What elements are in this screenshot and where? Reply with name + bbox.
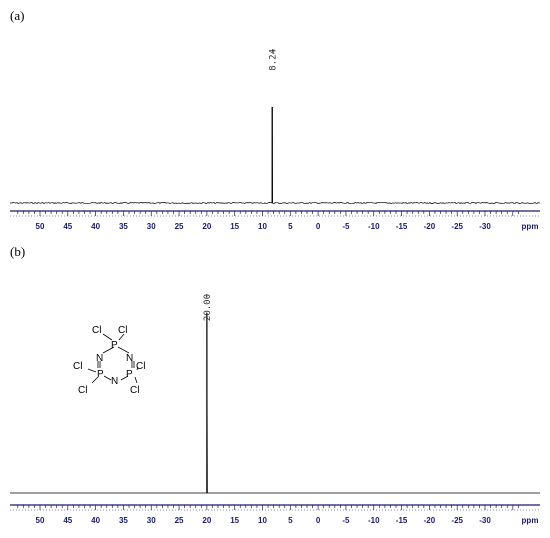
bond-n2-p3: [120, 375, 129, 381]
x-tick-label: 40: [91, 516, 100, 525]
x-tick-label: 45: [63, 222, 72, 231]
bond-p2-n2: [103, 375, 112, 381]
atom-cl3: Cl: [73, 361, 82, 372]
x-tick-label: 25: [175, 222, 184, 231]
x-tick-label: 5: [288, 516, 293, 525]
atom-n2: N: [111, 376, 118, 387]
x-tick-label: 0: [316, 222, 321, 231]
atom-n3: N: [126, 353, 133, 364]
atom-p1: P: [111, 340, 118, 351]
x-tick-label: -5: [342, 222, 350, 231]
bond-p3-cl6: [134, 376, 138, 384]
x-tick-label: -15: [396, 516, 408, 525]
atom-n1: N: [96, 353, 103, 364]
x-tick-label: -20: [424, 516, 436, 525]
x-tick-label: -20: [424, 222, 436, 231]
peak-label: 20.00: [203, 294, 213, 321]
x-tick-label: 10: [258, 222, 267, 231]
x-tick-label: 20: [202, 222, 211, 231]
bond-p1-n1: [102, 346, 115, 354]
spectrum-line: [10, 312, 540, 494]
panel-a-label: (a): [10, 8, 24, 23]
x-axis-unit-label: ppm: [522, 222, 539, 231]
bond-p2-cl3: [87, 368, 97, 373]
x-tick-label: 5: [288, 222, 293, 231]
x-tick-label: 30: [147, 516, 156, 525]
atom-cl2: Cl: [118, 325, 127, 336]
bond-p1-n3: [117, 346, 130, 354]
atom-p3: P: [126, 369, 133, 380]
x-tick-label: -10: [368, 222, 380, 231]
x-tick-label: 45: [63, 516, 72, 525]
hexachlorocyclotriphosphazene-structure: P N N P P N Cl Cl Cl Cl Cl Cl: [73, 325, 145, 396]
bond-p1-cl2: [118, 333, 125, 341]
bond-p2-cl4: [91, 376, 99, 384]
atom-p2: P: [97, 369, 104, 380]
x-tick-label: -30: [479, 222, 491, 231]
x-tick-label: 40: [91, 222, 100, 231]
x-tick-label: -15: [396, 222, 408, 231]
x-tick-label: 15: [230, 222, 239, 231]
atom-cl5: Cl: [136, 361, 145, 372]
x-tick-label: 0: [316, 516, 321, 525]
x-tick-label: 50: [36, 222, 45, 231]
spectrum-line: [9, 106, 541, 205]
bond-p1-cl1: [102, 333, 113, 341]
atom-cl6: Cl: [130, 385, 139, 396]
x-tick-label: 30: [147, 222, 156, 231]
x-tick-label: 50: [36, 516, 45, 525]
bond-p3-cl5: [136, 366, 139, 371]
x-tick-label: -25: [451, 516, 463, 525]
atom-cl1: Cl: [92, 325, 101, 336]
x-tick-label: -10: [368, 516, 380, 525]
x-tick-label: 35: [119, 222, 128, 231]
peak-label: 8.24: [268, 49, 278, 71]
panel-b-label: (b): [10, 244, 25, 259]
x-tick-label: 35: [119, 516, 128, 525]
x-tick-label: -30: [479, 516, 491, 525]
x-tick-label: -25: [451, 222, 463, 231]
atom-cl4: Cl: [78, 385, 87, 396]
x-tick-label: 20: [202, 516, 211, 525]
x-tick-label: 10: [258, 516, 267, 525]
x-tick-label: 15: [230, 516, 239, 525]
x-tick-label: -5: [342, 516, 350, 525]
x-tick-label: 25: [175, 516, 184, 525]
x-axis-unit-label: ppm: [522, 516, 539, 525]
